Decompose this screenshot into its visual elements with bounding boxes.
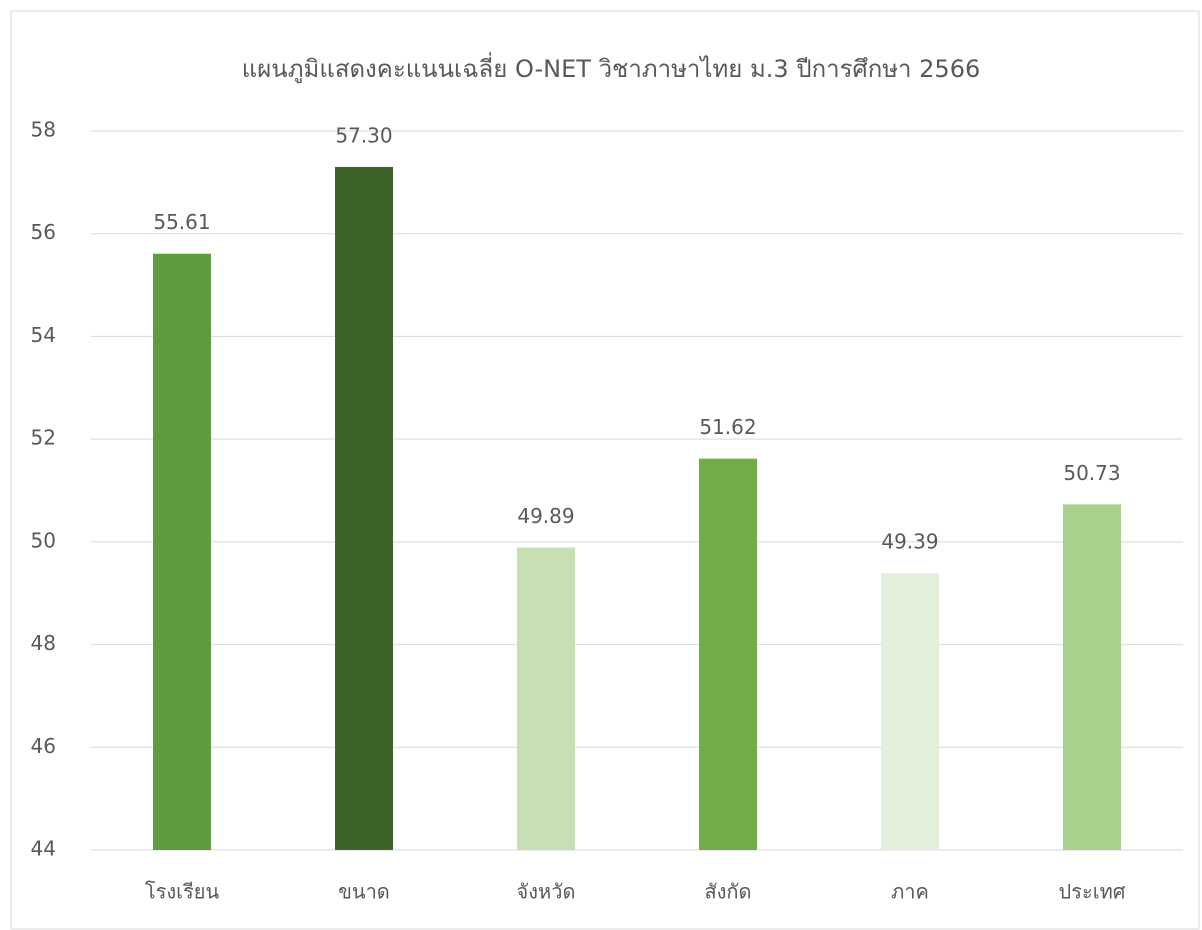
data-label: 49.89: [517, 504, 574, 528]
data-label: 55.61: [153, 210, 210, 234]
bar: [517, 547, 575, 850]
x-tick-label: จังหวัด: [517, 880, 576, 904]
y-tick-label: 46: [31, 734, 56, 758]
data-label: 57.30: [335, 123, 392, 147]
bar: [881, 573, 939, 850]
bar: [699, 458, 757, 850]
x-tick-label: สังกัด: [704, 880, 751, 904]
data-label: 50.73: [1063, 461, 1120, 485]
data-label: 49.39: [881, 530, 938, 554]
bar: [335, 166, 393, 850]
y-tick-label: 52: [31, 426, 56, 450]
bar: [153, 253, 211, 850]
x-tick-label: ภาค: [891, 880, 929, 904]
x-tick-label: ขนาด: [338, 880, 390, 904]
x-tick-label: โรงเรียน: [145, 880, 220, 904]
bar: [1063, 504, 1121, 850]
y-tick-label: 50: [31, 528, 56, 552]
y-tick-label: 58: [31, 118, 56, 142]
data-label: 51.62: [699, 415, 756, 439]
y-tick-label: 54: [31, 323, 56, 347]
y-tick-label: 44: [31, 837, 56, 861]
x-tick-label: ประเทศ: [1059, 880, 1126, 904]
y-tick-label: 48: [31, 631, 56, 655]
y-tick-label: 56: [31, 220, 56, 244]
chart-title: แผนภูมิแสดงคะแนนเฉลี่ย O-NET วิชาภาษาไทย…: [242, 52, 980, 84]
